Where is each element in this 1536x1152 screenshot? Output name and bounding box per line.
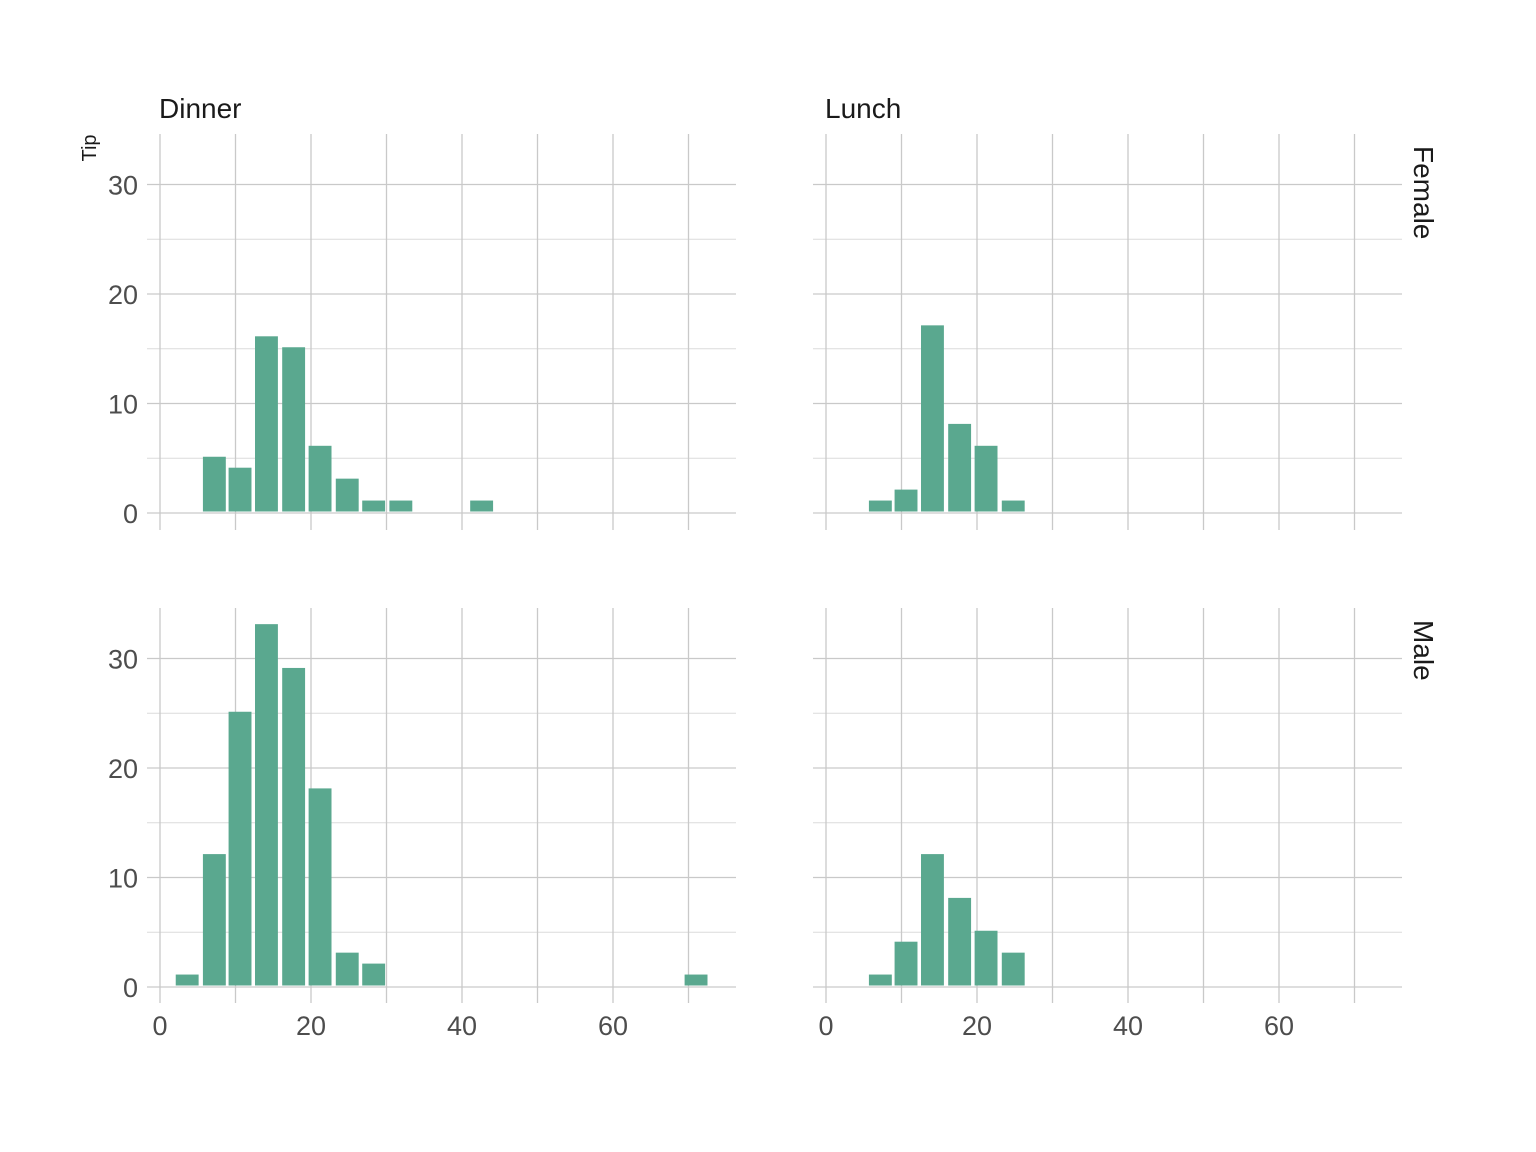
histogram-bar-lunch-female-1 bbox=[894, 489, 918, 512]
x-tick-label-40-lunch: 40 bbox=[1113, 1011, 1143, 1041]
histogram-bar-dinner-male-6 bbox=[335, 952, 359, 986]
y-tick-label-0-male: 0 bbox=[123, 973, 138, 1003]
y-tick-label-30-female: 30 bbox=[108, 171, 138, 201]
y-axis-title: Tip bbox=[79, 134, 101, 161]
y-tick-label-10-female: 10 bbox=[108, 390, 138, 420]
bars-layer bbox=[175, 325, 1025, 986]
histogram-bar-lunch-male-5 bbox=[1001, 952, 1025, 986]
histogram-bar-dinner-male-1 bbox=[202, 854, 226, 986]
histogram-bar-dinner-female-1 bbox=[228, 467, 252, 512]
histogram-bar-dinner-female-2 bbox=[255, 336, 278, 512]
histogram-bar-dinner-male-4 bbox=[282, 667, 306, 986]
histogram-bar-dinner-male-2 bbox=[228, 711, 252, 986]
y-tick-label-20-male: 20 bbox=[108, 754, 138, 784]
x-tick-label-0-dinner: 0 bbox=[152, 1011, 167, 1041]
facet-column-label-lunch: Lunch bbox=[825, 93, 901, 124]
histogram-bar-lunch-female-3 bbox=[948, 423, 972, 512]
x-tick-label-60-lunch: 60 bbox=[1264, 1011, 1294, 1041]
histogram-bar-dinner-female-6 bbox=[362, 500, 386, 512]
x-tick-label-20-lunch: 20 bbox=[962, 1011, 992, 1041]
histogram-bar-dinner-female-8 bbox=[470, 500, 494, 512]
histogram-bar-dinner-male-5 bbox=[308, 788, 332, 986]
x-tick-label-60-dinner: 60 bbox=[598, 1011, 628, 1041]
histogram-bar-dinner-female-5 bbox=[335, 478, 359, 512]
histogram-bar-lunch-male-1 bbox=[894, 941, 918, 986]
histogram-bar-lunch-female-4 bbox=[974, 445, 998, 512]
y-tick-label-10-male: 10 bbox=[108, 864, 138, 894]
histogram-bar-lunch-male-2 bbox=[921, 854, 944, 986]
histogram-bar-lunch-female-2 bbox=[921, 325, 944, 512]
histogram-bar-lunch-male-0 bbox=[868, 974, 892, 986]
histogram-bar-dinner-female-7 bbox=[389, 500, 413, 512]
facet-column-label-dinner: Dinner bbox=[159, 93, 241, 124]
y-tick-label-0-female: 0 bbox=[123, 499, 138, 529]
x-tick-label-20-dinner: 20 bbox=[296, 1011, 326, 1041]
x-tick-label-40-dinner: 40 bbox=[447, 1011, 477, 1041]
y-tick-label-30-male: 30 bbox=[108, 645, 138, 675]
histogram-bar-lunch-female-0 bbox=[868, 500, 892, 512]
histogram-bar-lunch-male-3 bbox=[948, 897, 972, 986]
histogram-bar-dinner-female-4 bbox=[308, 445, 332, 512]
axes-layer: 0 10 20 30 0 10 20 30 0 20 40 60 0 20 40 60 bbox=[108, 171, 1356, 1041]
histogram-bar-dinner-male-0 bbox=[175, 974, 199, 986]
histogram-bar-dinner-female-0 bbox=[202, 456, 226, 512]
histogram-bar-dinner-female-3 bbox=[282, 347, 306, 512]
histogram-bar-dinner-male-7 bbox=[362, 963, 386, 986]
facet-row-label-female: Female bbox=[1408, 146, 1439, 239]
histogram-bar-lunch-male-4 bbox=[974, 930, 998, 986]
facet-row-label-male: Male bbox=[1408, 620, 1439, 681]
x-tick-label-0-lunch: 0 bbox=[818, 1011, 833, 1041]
histogram-bar-lunch-female-5 bbox=[1001, 500, 1025, 512]
grid-layer bbox=[147, 134, 1402, 988]
histogram-bar-dinner-male-8 bbox=[684, 974, 708, 986]
y-tick-label-20-female: 20 bbox=[108, 280, 138, 310]
histogram-bar-dinner-male-3 bbox=[255, 624, 278, 986]
strip-labels-layer: Dinner Lunch Female Male bbox=[159, 93, 1439, 681]
